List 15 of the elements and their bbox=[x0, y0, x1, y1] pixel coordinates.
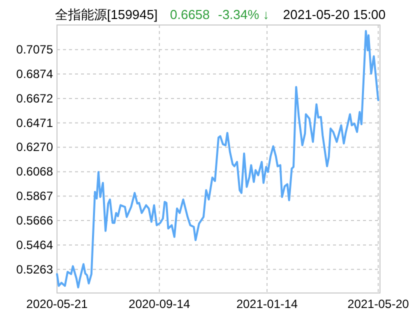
y-tick-label: 0.5666 bbox=[16, 213, 54, 228]
x-tick-label: 2021-05-20 bbox=[348, 297, 410, 311]
y-tick-label: 0.6068 bbox=[16, 164, 54, 179]
x-tick-label: 2020-05-21 bbox=[26, 297, 88, 311]
y-tick-label: 0.6874 bbox=[16, 66, 54, 81]
y-tick-label: 0.7075 bbox=[16, 42, 54, 57]
header: 全指能源[159945] 0.6658 -3.34% ↓ 2021-05-20 15:00 bbox=[55, 7, 386, 22]
y-tick-label: 0.6270 bbox=[16, 140, 54, 154]
y-tick-label: 0.6672 bbox=[16, 91, 54, 106]
x-tick-label: 2020-09-14 bbox=[128, 297, 190, 311]
y-tick-label: 0.5263 bbox=[16, 262, 54, 276]
x-tick-label: 2021-01-14 bbox=[236, 297, 298, 311]
y-tick-label: 0.6471 bbox=[16, 116, 54, 130]
y-tick-label: 0.5464 bbox=[16, 238, 54, 252]
y-tick-label: 0.5867 bbox=[16, 189, 54, 204]
